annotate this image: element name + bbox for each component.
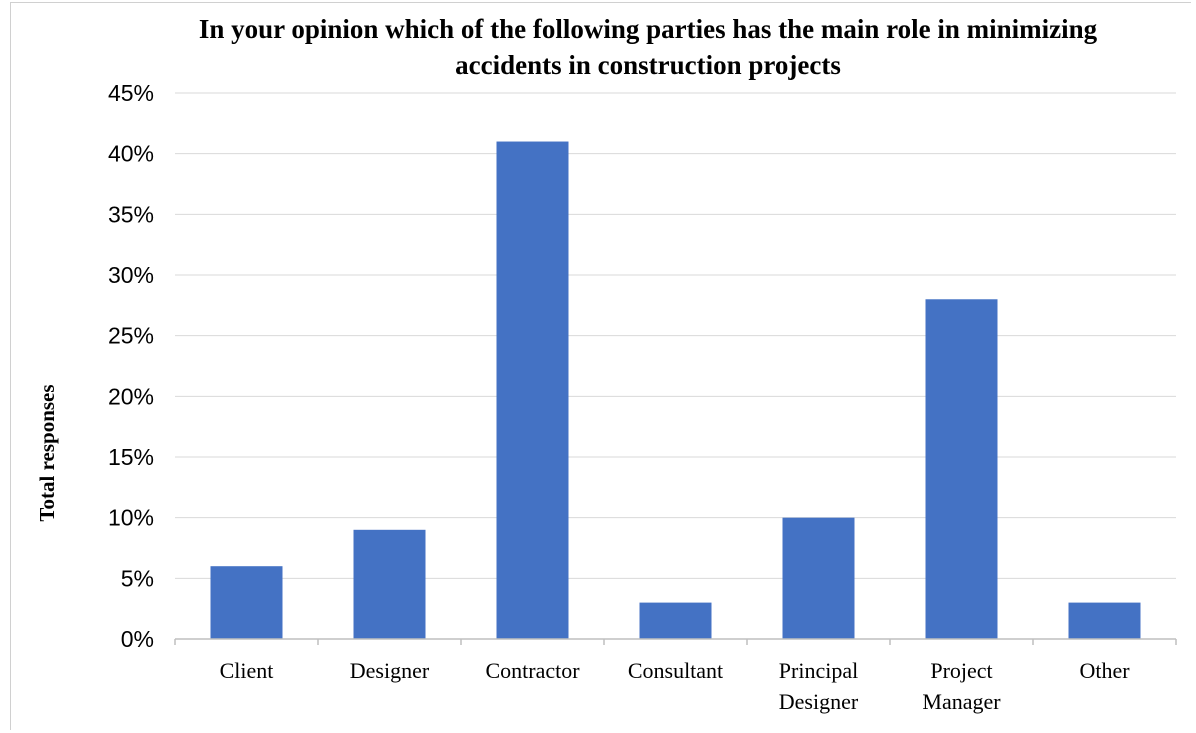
chart-title-line: accidents in construction projects xyxy=(455,50,841,80)
y-tick-label: 0% xyxy=(121,626,154,652)
y-tick-label: 5% xyxy=(121,565,154,591)
y-axis-label: Total responses xyxy=(35,384,59,521)
chart-frame xyxy=(10,2,1191,730)
x-tick-label: Designer xyxy=(350,658,430,683)
y-tick-label: 45% xyxy=(108,80,154,106)
y-tick-label: 40% xyxy=(108,141,154,167)
chart-title: In your opinion which of the following p… xyxy=(199,14,1098,80)
bar xyxy=(353,529,426,639)
axes xyxy=(174,638,1177,645)
x-tick-label: Consultant xyxy=(628,658,723,683)
x-tick-label: Other xyxy=(1079,658,1130,683)
x-tick-label: Principal xyxy=(779,658,858,683)
x-tick-label: Designer xyxy=(779,689,859,714)
x-axis-ticks: Client Designer Contractor Consultant Princi… xyxy=(220,658,1131,714)
bar xyxy=(782,517,855,639)
y-tick-label: 15% xyxy=(108,444,154,470)
x-tick-label: Contractor xyxy=(485,658,580,683)
y-tick-label: 35% xyxy=(108,201,154,227)
bar xyxy=(639,602,712,639)
bar xyxy=(496,141,569,640)
bar xyxy=(925,299,998,639)
x-tick-label: Manager xyxy=(922,689,1001,714)
x-tick-label: Project xyxy=(930,658,992,683)
chart-title-line: In your opinion which of the following p… xyxy=(199,14,1098,44)
y-tick-label: 25% xyxy=(108,323,154,349)
gridlines xyxy=(175,92,1176,579)
bar xyxy=(210,566,283,639)
bar xyxy=(1068,602,1141,639)
y-tick-label: 30% xyxy=(108,262,154,288)
y-tick-label: 10% xyxy=(108,505,154,531)
y-tick-label: 20% xyxy=(108,383,154,409)
bars xyxy=(210,141,1141,640)
x-tick-label: Client xyxy=(220,658,274,683)
y-axis-ticks: 0% 5% 10% 15% 20% 25% 30% 35% 40% 45% xyxy=(108,80,154,652)
